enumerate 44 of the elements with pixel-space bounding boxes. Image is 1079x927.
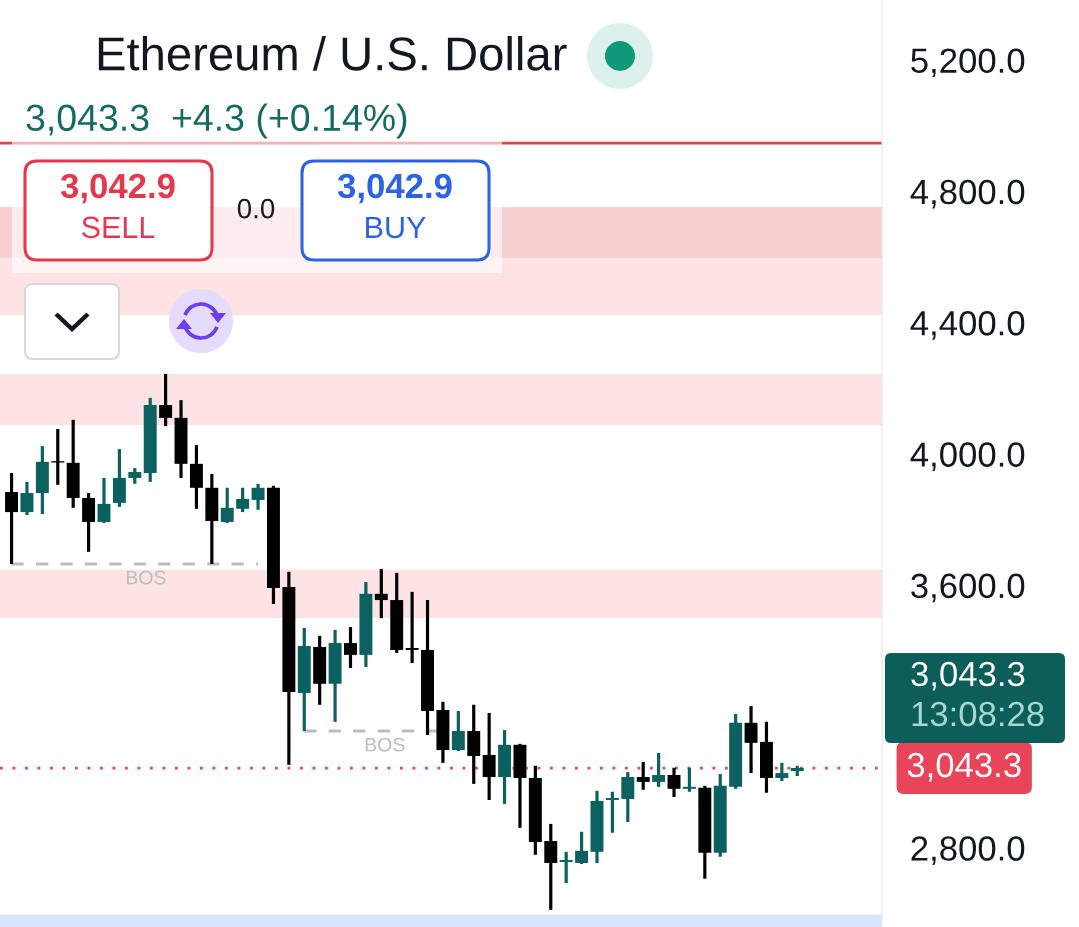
- candlestick: [544, 822, 558, 910]
- candlestick: [374, 567, 388, 620]
- y-tick-label: 2,800.0: [911, 836, 1025, 865]
- candlestick: [605, 791, 619, 833]
- candlestick: [636, 760, 650, 790]
- series-label: BOS: [365, 737, 405, 752]
- candlestick: [251, 482, 265, 510]
- candlestick: [97, 476, 111, 523]
- candlestick: [451, 711, 465, 753]
- y-tick-label: 4,000.0: [910, 442, 1025, 472]
- candlestick: [575, 830, 589, 864]
- candlestick: [51, 429, 65, 485]
- candlestick: [236, 487, 250, 514]
- candlestick: [652, 753, 666, 787]
- candlestick: [775, 761, 789, 781]
- annotation: 3,042.9: [60, 173, 175, 204]
- candlestick: [82, 493, 96, 552]
- candlestick: [220, 487, 234, 523]
- candlestick: [405, 590, 419, 665]
- candlestick: [667, 767, 681, 798]
- candlestick: [482, 712, 496, 800]
- text: 13:08:28: [912, 701, 1044, 727]
- candlestick: [559, 850, 573, 884]
- y-tick-label: 4,800.0: [910, 179, 1025, 209]
- annotation: 0.0: [237, 198, 275, 219]
- annotation: 3,042.9: [337, 173, 452, 204]
- candlestick: [682, 767, 696, 792]
- candlestick: [621, 772, 635, 822]
- candlestick: [20, 480, 34, 517]
- candlestick: [5, 473, 19, 564]
- candlestick: [189, 445, 203, 509]
- annotation: BUY: [366, 216, 426, 239]
- series-label: BOS: [126, 570, 166, 585]
- text: Ethereum / U.S. Dollar: [98, 35, 567, 71]
- annotation: SELL: [82, 216, 155, 239]
- candlestick: [159, 372, 173, 428]
- y-tick-label: 4,400.0: [910, 311, 1025, 340]
- candlestick: [344, 626, 357, 668]
- y-tick-label: 5,200.0: [911, 48, 1025, 78]
- ref-line-label: 3,043.3: [907, 752, 1021, 782]
- y-tick-label: 3,600.0: [911, 573, 1025, 603]
- text: 3,043.3 +4.3 (+0.14%): [26, 103, 407, 139]
- text: 3,043.3: [911, 661, 1025, 691]
- candlestick: [744, 706, 758, 775]
